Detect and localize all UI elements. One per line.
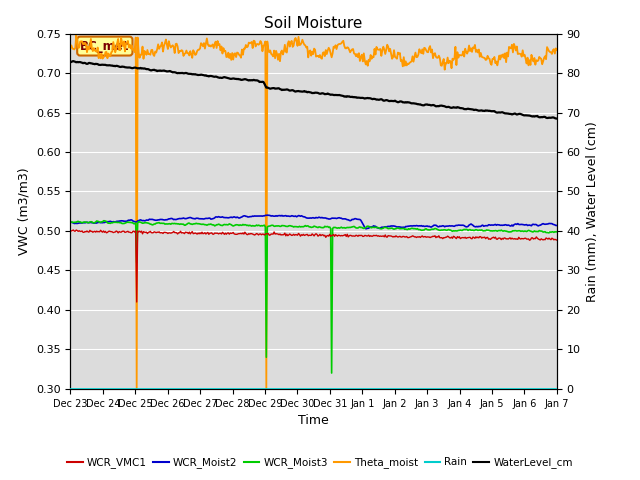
Title: Soil Moisture: Soil Moisture bbox=[264, 16, 363, 31]
Legend: WCR_VMC1, WCR_Moist2, WCR_Moist3, Theta_moist, Rain, WaterLevel_cm: WCR_VMC1, WCR_Moist2, WCR_Moist3, Theta_… bbox=[63, 453, 577, 472]
Y-axis label: Rain (mm), Water Level (cm): Rain (mm), Water Level (cm) bbox=[586, 121, 599, 301]
Y-axis label: VWC (m3/m3): VWC (m3/m3) bbox=[17, 168, 30, 255]
Text: BC_met: BC_met bbox=[80, 39, 129, 53]
X-axis label: Time: Time bbox=[298, 414, 329, 427]
